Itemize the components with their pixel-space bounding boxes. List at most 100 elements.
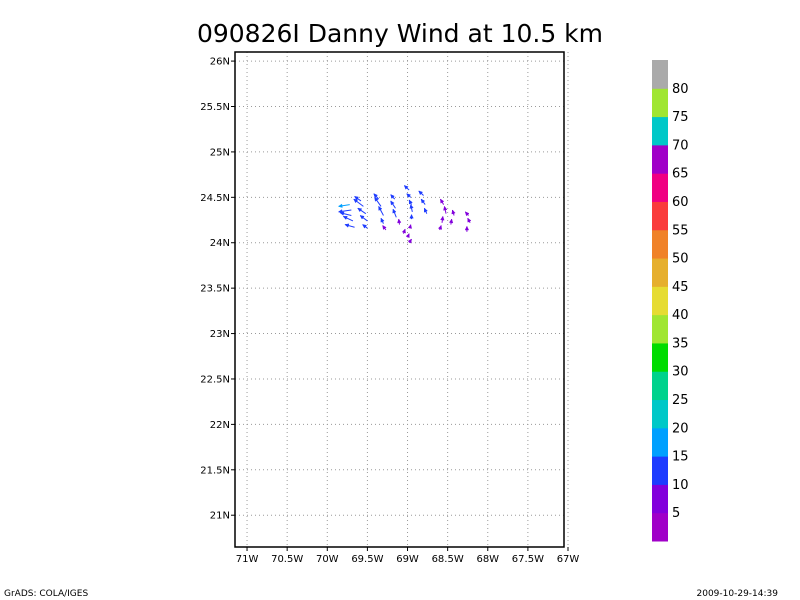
colorbar: 5 10 15 20 25 30 35 40 45 50 55 60 65 70 75 80 (652, 60, 689, 542)
wind-vector (439, 198, 445, 205)
y-tick-label: 25N (210, 147, 230, 158)
wind-vector (448, 218, 454, 225)
colorbar-segment (652, 229, 668, 259)
colorbar-segment (652, 314, 668, 344)
footer-right: 2009-10-29-14:39 (697, 589, 779, 599)
wind-vector (337, 203, 350, 208)
colorbar-label: 60 (672, 195, 689, 210)
colorbar-segment (652, 371, 668, 401)
wind-vector (344, 223, 355, 228)
colorbar-label: 50 (672, 252, 689, 267)
colorbar-label: 35 (672, 336, 689, 351)
footer-left: GrADS: COLA/IGES (4, 589, 88, 599)
wind-vectors (337, 185, 472, 244)
wind-vector (423, 207, 428, 214)
wind-vector (403, 185, 410, 191)
colorbar-segment (652, 173, 668, 202)
wind-vector (451, 209, 456, 216)
colorbar-label: 25 (672, 393, 689, 408)
x-tick-label: 69W (396, 554, 419, 565)
wind-vector (407, 224, 412, 229)
x-tick-label: 71W (236, 554, 259, 565)
x-tick-label: 68.5W (432, 554, 464, 565)
wind-vector (339, 211, 352, 216)
x-tick-label: 70W (316, 554, 339, 565)
colorbar-label: 15 (672, 450, 689, 465)
y-tick-label: 25.5N (200, 102, 230, 113)
wind-vector (374, 196, 382, 207)
y-tick-label: 23.5N (200, 284, 230, 295)
colorbar-label: 75 (672, 110, 689, 125)
y-tick-label: 24N (210, 238, 230, 249)
colorbar-label: 20 (672, 421, 689, 436)
colorbar-segment (652, 286, 668, 316)
wind-vector (390, 200, 396, 209)
colorbar-label: 45 (672, 280, 689, 295)
wind-vector (378, 205, 384, 216)
colorbar-segment (652, 116, 668, 146)
colorbar-segment (652, 342, 668, 372)
wind-vector (418, 190, 424, 196)
colorbar-segment (652, 399, 668, 429)
wind-vector (382, 225, 387, 231)
y-tick-label: 22.5N (200, 374, 230, 385)
wind-vector (380, 217, 385, 224)
wind-vector (401, 228, 406, 234)
wind-vector (353, 198, 364, 207)
colorbar-label: 10 (672, 478, 689, 493)
wind-vector (392, 208, 397, 218)
wind-vector (409, 204, 414, 212)
wind-vector (354, 196, 362, 202)
colorbar-segment (652, 512, 668, 542)
colorbar-label: 55 (672, 223, 689, 238)
y-tick-label: 21N (210, 511, 230, 522)
colorbar-segment (652, 144, 668, 174)
x-tick-label: 67.5W (512, 554, 544, 565)
chart-title: 090826I Danny Wind at 10.5 km (197, 19, 603, 48)
wind-vector (467, 217, 472, 223)
wind-vector (420, 198, 426, 205)
wind-vector (464, 211, 470, 217)
colorbar-segment (652, 456, 668, 485)
x-tick-label: 69.5W (351, 554, 383, 565)
wind-vector (405, 233, 410, 239)
colorbar-label: 65 (672, 167, 689, 182)
colorbar-segment (652, 427, 668, 457)
colorbar-segment (652, 258, 668, 287)
y-tick-label: 26N (210, 57, 230, 68)
y-tick-label: 21.5N (200, 465, 230, 476)
wind-vector (440, 215, 445, 223)
wind-vector (342, 215, 354, 222)
wind-vector (443, 205, 448, 214)
wind-vector (362, 224, 368, 229)
x-tick-label: 68W (476, 554, 499, 565)
colorbar-segment (652, 60, 668, 89)
wind-vector (357, 207, 367, 215)
x-tick-label: 70.5W (271, 554, 303, 565)
colorbar-segment (652, 484, 668, 514)
wind-vector (397, 218, 402, 225)
x-tick-label: 67W (557, 554, 580, 565)
wind-vector (373, 193, 380, 200)
y-tick-label: 24.5N (200, 193, 230, 204)
colorbar-label: 5 (672, 506, 680, 521)
y-tick-label: 23N (210, 329, 230, 340)
colorbar-label: 30 (672, 365, 689, 380)
x-axis-ticks: 71W 70.5W 70W 69.5W 69W 68.5W 68W 67.5W 67W (236, 547, 580, 565)
wind-vector (408, 199, 413, 205)
wind-vector (437, 224, 442, 231)
y-axis-ticks: 21N 21.5N 22N 22.5N 23N 23.5N 24N 24.5N 25N 25.5N… (200, 57, 235, 522)
colorbar-label: 70 (672, 138, 689, 153)
wind-vector (359, 215, 368, 222)
wind-vector (409, 214, 414, 220)
wind-vector (390, 194, 396, 200)
colorbar-label: 80 (672, 82, 689, 97)
grid-lines (235, 52, 569, 547)
colorbar-label: 40 (672, 308, 689, 323)
plot-frame (234, 51, 565, 548)
y-tick-label: 22N (210, 420, 230, 431)
colorbar-segment (652, 88, 668, 118)
wind-vector (406, 193, 412, 198)
wind-vector (464, 225, 470, 232)
